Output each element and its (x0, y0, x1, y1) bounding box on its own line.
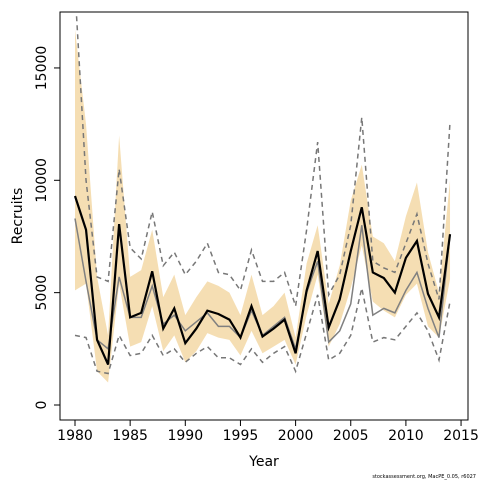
y-tick-label: 10000 (34, 158, 50, 203)
x-tick-label: 2000 (278, 428, 314, 444)
x-tick-label: 2010 (388, 428, 424, 444)
x-tick-label: 1985 (112, 428, 148, 444)
interval-line (74, 287, 451, 375)
plot-area (73, 12, 452, 383)
x-tick-label: 2015 (443, 428, 479, 444)
footnote: stockassessment.org, MacPE_0.05, r6027 (372, 474, 476, 480)
x-axis-label: Year (248, 454, 279, 470)
estimate-line (73, 195, 452, 365)
confidence-band (75, 29, 451, 383)
x-tick-label: 1990 (167, 428, 203, 444)
y-axis-label: Recruits (10, 188, 26, 245)
x-tick-label: 1980 (57, 428, 93, 444)
plot-frame (59, 11, 469, 421)
x-tick-label: 1995 (223, 428, 259, 444)
y-tick-label: 5000 (34, 275, 50, 311)
x-tick-label: 2005 (333, 428, 369, 444)
y-tick-label: 15000 (34, 46, 50, 91)
y-tick-label: 0 (34, 401, 50, 410)
interval-line (75, 12, 451, 307)
